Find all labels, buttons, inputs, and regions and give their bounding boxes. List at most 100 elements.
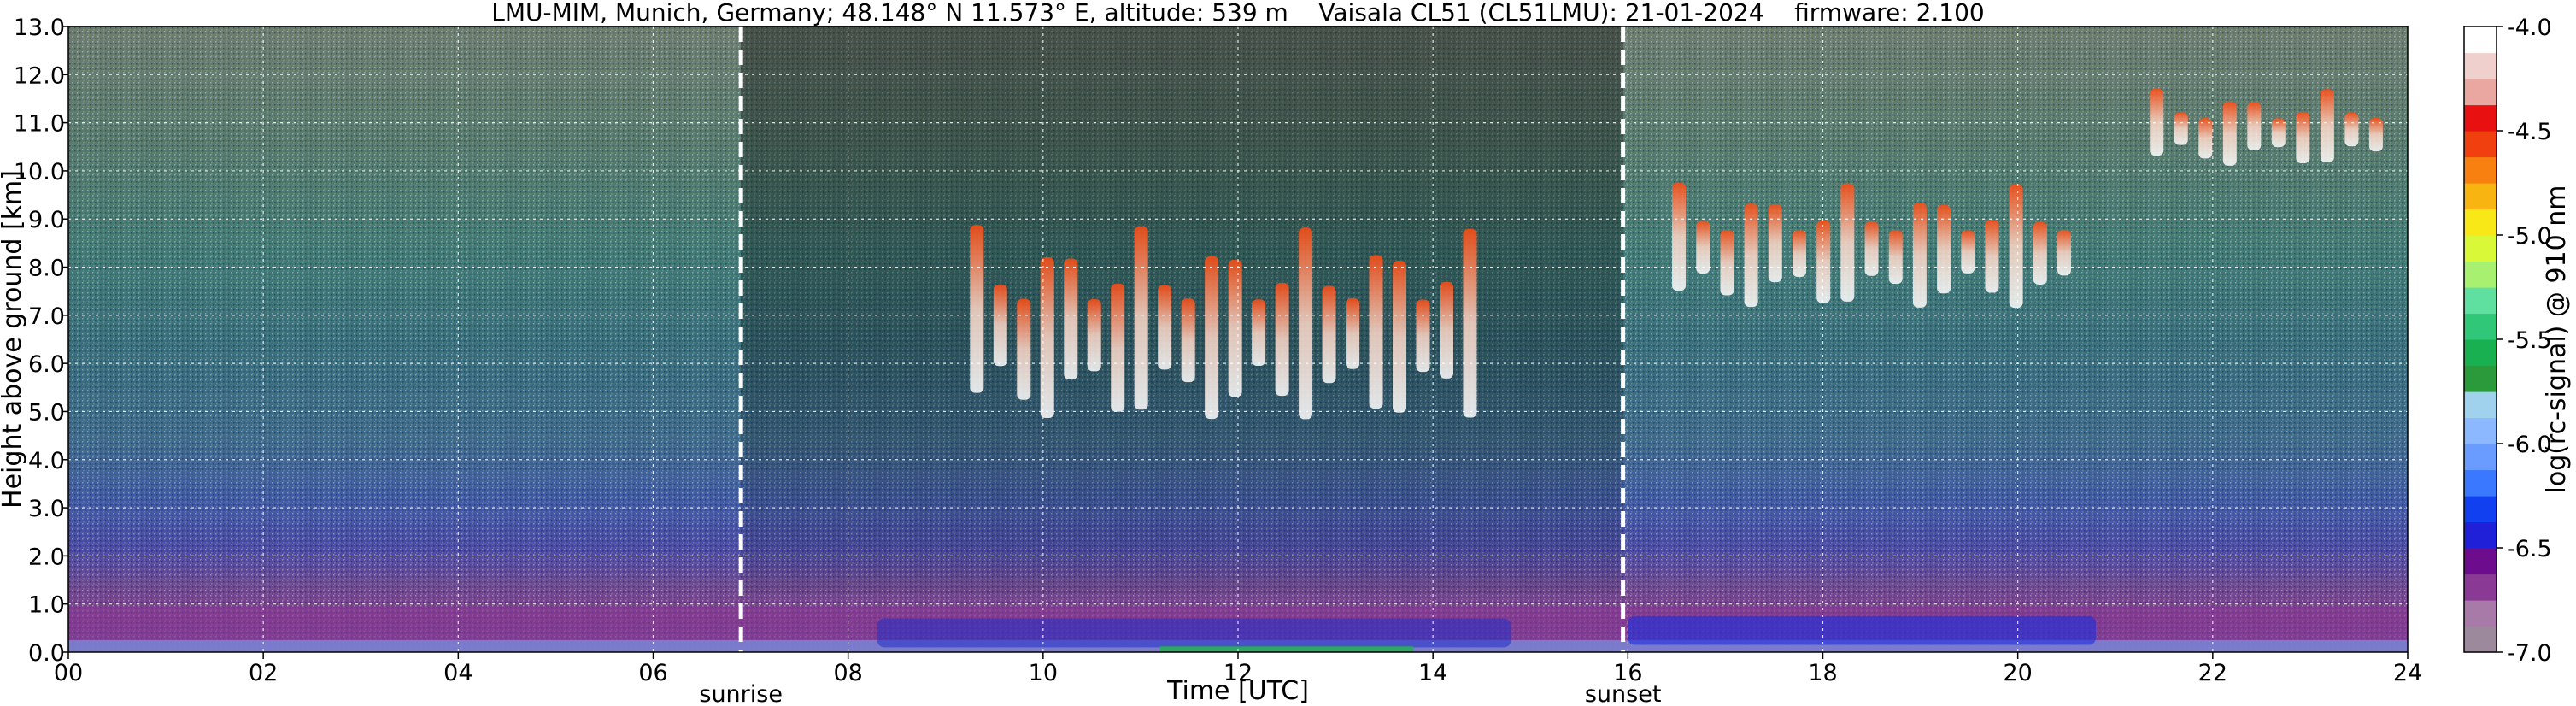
morning-aerosol-layer xyxy=(877,618,1511,648)
colorbar-segment xyxy=(2464,131,2497,158)
y-tick-label: 0.0 xyxy=(28,640,65,667)
colorbar-segment xyxy=(2464,183,2497,210)
cloud-streak xyxy=(2033,221,2047,285)
cloud-streak xyxy=(1111,283,1125,412)
colorbar: -4.0 -4.5 -5.0 -5.5 -6.0 -6.5 -7.0 xyxy=(2463,15,2552,667)
x-tick-label: 20 xyxy=(2003,660,2032,686)
colorbar-segment xyxy=(2464,235,2497,262)
colorbar-segment xyxy=(2464,469,2497,497)
colorbar-segment xyxy=(2464,287,2497,315)
cloud-streak xyxy=(2150,88,2164,156)
cloud-streak xyxy=(1744,203,1758,308)
cloud-streak xyxy=(1463,228,1477,418)
cloud-streak xyxy=(993,284,1007,367)
cloud-streak xyxy=(1985,220,1999,293)
x-tick-label: 06 xyxy=(638,660,667,686)
cloud-streak xyxy=(970,225,984,393)
cloud-streak xyxy=(1228,259,1242,397)
cloud-streak xyxy=(1416,299,1430,373)
cloud-streak xyxy=(1864,221,1879,276)
colorbar-tick-label: -7.0 xyxy=(2507,640,2552,667)
grid-lines xyxy=(68,26,2408,652)
cloud-streak xyxy=(1275,282,1289,397)
cloud-streak xyxy=(1672,182,1687,291)
chart-title: LMU-MIM, Munich, Germany; 48.148° N 11.5… xyxy=(491,0,1985,26)
cloud-streak xyxy=(1369,255,1383,409)
y-tick-label: 1.0 xyxy=(28,592,65,619)
x-tick-label: 02 xyxy=(249,660,278,686)
y-tick-label: 2.0 xyxy=(28,544,65,570)
y-tick-label: 13.0 xyxy=(14,15,65,41)
cloud-streak xyxy=(1961,230,1975,274)
colorbar-segment xyxy=(2464,104,2497,132)
x-tick-label: 10 xyxy=(1029,660,1058,686)
cloud-cirrus-fallstreaks-morning xyxy=(970,225,1477,420)
cloud-streak xyxy=(1158,285,1172,370)
y-tick-label: 3.0 xyxy=(28,496,65,522)
cloud-streak xyxy=(1912,203,1927,308)
colorbar-segment xyxy=(2464,417,2497,444)
marker-label-sunrise: sunrise xyxy=(699,681,783,706)
cloud-streak xyxy=(1299,227,1313,420)
x-tick-label: 04 xyxy=(443,660,472,686)
y-tick-label: 12.0 xyxy=(14,62,65,89)
colorbar-tick-label: -6.0 xyxy=(2507,432,2552,458)
colorbar-tick-label: -4.0 xyxy=(2507,15,2552,41)
sun-markers: sunrise sunset xyxy=(699,26,1661,706)
x-tick-label: 00 xyxy=(54,660,83,686)
cloud-streak xyxy=(2344,112,2359,147)
cloud-streak xyxy=(1322,285,1336,384)
x-tick-label: 16 xyxy=(1613,660,1642,686)
cloud-streak xyxy=(1937,204,1951,294)
cloud-streak xyxy=(1040,257,1054,418)
colorbar-segment xyxy=(2464,548,2497,575)
colorbar-label: log(rc-signal) @ 910 nm xyxy=(2542,185,2572,494)
y-tick-label: 10.0 xyxy=(14,159,65,185)
y-axis-label: Height above ground [km] xyxy=(0,170,27,509)
cloud-streak xyxy=(2320,89,2334,163)
cloud-streak xyxy=(1064,258,1078,379)
colorbar-segment xyxy=(2464,156,2497,184)
colorbar-segment xyxy=(2464,496,2497,523)
x-tick-label: 12 xyxy=(1223,660,1253,686)
colorbar-segment xyxy=(2464,339,2497,367)
cloud-streak xyxy=(2057,229,2072,276)
surface-green-band xyxy=(1159,646,1414,652)
cloud-streak xyxy=(1840,183,1855,302)
cloud-streak xyxy=(1017,298,1031,400)
cloud-streak xyxy=(2174,112,2188,145)
colorbar-tick-label: -5.0 xyxy=(2507,223,2552,250)
cloud-streak xyxy=(1393,261,1407,413)
x-tick-label: 18 xyxy=(1808,660,1837,686)
cloud-cirrus-evening xyxy=(1672,182,2072,309)
colorbar-tick-label: -4.5 xyxy=(2507,119,2552,145)
x-tick-label: 22 xyxy=(2198,660,2227,686)
colorbar-segment xyxy=(2464,574,2497,601)
cloud-streak xyxy=(2009,184,2023,309)
cloud-streak xyxy=(1134,226,1148,410)
colorbar-segment xyxy=(2464,521,2497,549)
y-tick-label: 11.0 xyxy=(14,111,65,138)
y-tick-label: 6.0 xyxy=(28,351,65,378)
y-tick-label: 5.0 xyxy=(28,399,65,426)
y-tick-label: 8.0 xyxy=(28,256,65,282)
colorbar-tick-label: -6.5 xyxy=(2507,536,2552,562)
colorbar-segment xyxy=(2464,52,2497,79)
x-tick-label: 08 xyxy=(833,660,862,686)
evening-aerosol-layer xyxy=(1628,615,2096,645)
cloud-streak xyxy=(1205,256,1219,420)
y-tick-label: 9.0 xyxy=(28,207,65,233)
cloud-streak xyxy=(1720,230,1734,296)
cloud-streak xyxy=(1439,281,1453,379)
cloud-streak xyxy=(2271,118,2286,148)
colorbar-segment xyxy=(2464,600,2497,627)
cloud-cirrus-upper-late xyxy=(2150,88,2383,166)
colorbar-segment xyxy=(2464,444,2497,471)
cloud-streak xyxy=(1346,297,1360,369)
y-tick-label: 7.0 xyxy=(28,303,65,330)
marker-label-sunset: sunset xyxy=(1585,681,1662,706)
colorbar-segment xyxy=(2464,365,2497,392)
cloud-streak xyxy=(2247,102,2262,150)
cloud-streak xyxy=(1792,230,1806,277)
